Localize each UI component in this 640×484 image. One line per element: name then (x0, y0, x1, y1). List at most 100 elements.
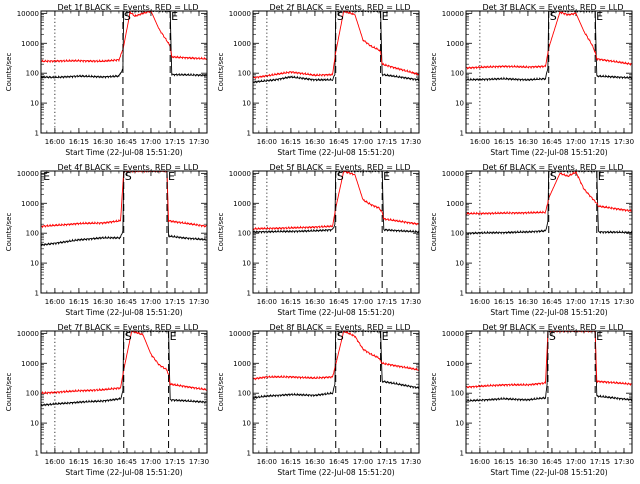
x-axis-label: Start Time (22-Jul-08 15:51:20) (490, 148, 607, 157)
x-axis-label: Start Time (22-Jul-08 15:51:20) (277, 148, 394, 157)
y-tick-label: 10 (242, 420, 251, 428)
y-tick-label: 100 (26, 70, 39, 78)
x-tick-label: 16:15 (494, 138, 514, 146)
x-tick-label: 17:30 (401, 138, 421, 146)
y-tick-label: 1000 (446, 360, 464, 368)
panel-det-5: Det 5f BLACK = Events, RED = LLD Counts/s… (217, 163, 421, 317)
y-tick-label: 1000 (233, 360, 251, 368)
x-tick-label: 16:00 (470, 138, 490, 146)
marker-label: E (383, 170, 390, 183)
x-axis-label: Start Time (22-Jul-08 15:51:20) (65, 308, 182, 317)
x-tick-label: 17:30 (189, 138, 209, 146)
lld-series-line (466, 331, 632, 389)
y-tick-label: 10 (30, 260, 39, 268)
y-tick-label: 10000 (229, 10, 251, 18)
x-tick-label: 16:30 (305, 458, 325, 466)
plot-frame (465, 170, 633, 294)
lld-series-line (253, 331, 419, 381)
x-tick-label: 16:45 (117, 138, 137, 146)
x-tick-label: 17:00 (141, 298, 161, 306)
panel-title: Det 5f BLACK = Events, RED = LLD (269, 163, 410, 172)
marker-label: S (125, 330, 132, 343)
marker-label: E (171, 10, 178, 23)
x-tick-label: 16:45 (117, 298, 137, 306)
x-tick-label: 16:00 (45, 138, 65, 146)
y-tick-label: 1 (247, 450, 251, 458)
y-tick-label: 10 (455, 420, 464, 428)
marker-label: E (596, 330, 603, 343)
x-tick-label: 16:15 (69, 298, 89, 306)
y-tick-label: 10 (30, 100, 39, 108)
y-tick-label: 1 (460, 130, 464, 138)
x-tick-label: 16:15 (281, 458, 301, 466)
plot-frame (40, 10, 208, 134)
panel-det-3: Det 3f BLACK = Events, RED = LLD Counts/s… (430, 3, 634, 157)
marker-label: S (337, 10, 344, 23)
x-tick-label: 17:00 (566, 138, 586, 146)
y-axis-label: Counts/sec (5, 373, 13, 412)
panel-det-4: Det 4f BLACK = Events, RED = LLD Counts/s… (5, 163, 209, 317)
panel-title: Det 4f BLACK = Events, RED = LLD (57, 163, 198, 172)
y-tick-label: 10000 (229, 170, 251, 178)
marker-label: S (125, 170, 132, 183)
x-axis-label: Start Time (22-Jul-08 15:51:20) (65, 468, 182, 477)
panel-title: Det 1f BLACK = Events, RED = LLD (57, 3, 198, 12)
y-tick-label: 100 (451, 230, 464, 238)
x-axis-label: Start Time (22-Jul-08 15:51:20) (277, 308, 394, 317)
panel-det-7: Det 7f BLACK = Events, RED = LLD Counts/s… (5, 323, 209, 477)
y-tick-label: 100 (238, 390, 251, 398)
x-tick-label: 16:00 (257, 138, 277, 146)
x-tick-label: 17:15 (165, 138, 185, 146)
x-tick-label: 17:30 (614, 458, 634, 466)
x-tick-label: 16:15 (494, 298, 514, 306)
panel-det-9: Det 9f BLACK = Events, RED = LLD Counts/s… (430, 323, 634, 477)
marker-label: S (549, 330, 556, 343)
x-tick-label: 17:30 (189, 298, 209, 306)
marker-label: E (43, 170, 50, 183)
y-tick-label: 1000 (21, 200, 39, 208)
x-tick-label: 16:00 (470, 298, 490, 306)
plot-frame (252, 170, 420, 294)
y-tick-label: 1000 (446, 40, 464, 48)
x-tick-label: 17:00 (141, 458, 161, 466)
events-series-line (253, 11, 419, 84)
y-tick-label: 10000 (229, 330, 251, 338)
marker-label: E (382, 10, 389, 23)
x-tick-label: 16:15 (69, 458, 89, 466)
series-group (253, 331, 419, 400)
panel-title: Det 6f BLACK = Events, RED = LLD (482, 163, 623, 172)
x-tick-label: 16:30 (518, 298, 538, 306)
y-tick-label: 1 (247, 130, 251, 138)
x-tick-label: 16:15 (281, 298, 301, 306)
x-tick-label: 17:15 (165, 458, 185, 466)
y-axis-label: Counts/sec (430, 213, 438, 252)
y-tick-label: 100 (238, 70, 251, 78)
x-axis-label: Start Time (22-Jul-08 15:51:20) (65, 148, 182, 157)
marker-label: S (337, 330, 344, 343)
x-tick-label: 17:00 (141, 138, 161, 146)
panel-det-6: Det 6f BLACK = Events, RED = LLD Counts/s… (430, 163, 634, 317)
x-tick-label: 16:45 (329, 298, 349, 306)
x-tick-label: 16:00 (45, 458, 65, 466)
panel-title: Det 3f BLACK = Events, RED = LLD (482, 3, 623, 12)
x-tick-label: 17:30 (401, 298, 421, 306)
y-tick-label: 10 (455, 100, 464, 108)
marker-label: S (124, 10, 131, 23)
x-tick-label: 16:30 (305, 138, 325, 146)
x-tick-label: 17:15 (590, 138, 610, 146)
x-tick-label: 17:30 (614, 138, 634, 146)
x-tick-label: 16:45 (329, 138, 349, 146)
x-tick-label: 16:45 (329, 458, 349, 466)
y-tick-label: 100 (451, 70, 464, 78)
events-series-line (253, 331, 419, 400)
y-tick-label: 1 (35, 130, 39, 138)
x-tick-label: 16:15 (281, 138, 301, 146)
y-tick-label: 1 (35, 290, 39, 298)
x-tick-label: 16:45 (117, 458, 137, 466)
x-tick-label: 17:00 (353, 458, 373, 466)
x-tick-label: 17:30 (614, 298, 634, 306)
y-tick-label: 1 (35, 450, 39, 458)
marker-label: S (550, 170, 557, 183)
x-tick-label: 16:30 (93, 458, 113, 466)
